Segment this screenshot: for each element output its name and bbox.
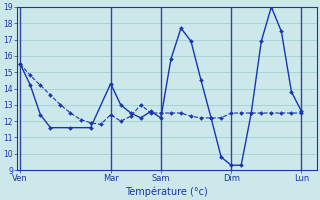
X-axis label: Température (°c): Température (°c) [125, 186, 208, 197]
